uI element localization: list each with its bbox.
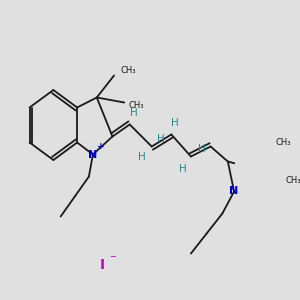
- Text: H: H: [130, 107, 137, 118]
- Text: H: H: [157, 134, 165, 143]
- Text: +: +: [97, 142, 104, 151]
- Text: H: H: [138, 152, 146, 161]
- Text: CH₃: CH₃: [120, 66, 136, 75]
- Text: CH₃: CH₃: [276, 138, 291, 147]
- Text: CH₃: CH₃: [128, 101, 144, 110]
- Text: H: H: [179, 164, 187, 173]
- Text: H: H: [171, 118, 179, 128]
- Text: CH₃: CH₃: [285, 176, 300, 185]
- Text: I: I: [100, 258, 105, 272]
- Text: N: N: [230, 187, 239, 196]
- Text: ⁻: ⁻: [109, 254, 116, 266]
- Text: H: H: [198, 143, 206, 154]
- Text: N: N: [88, 149, 98, 160]
